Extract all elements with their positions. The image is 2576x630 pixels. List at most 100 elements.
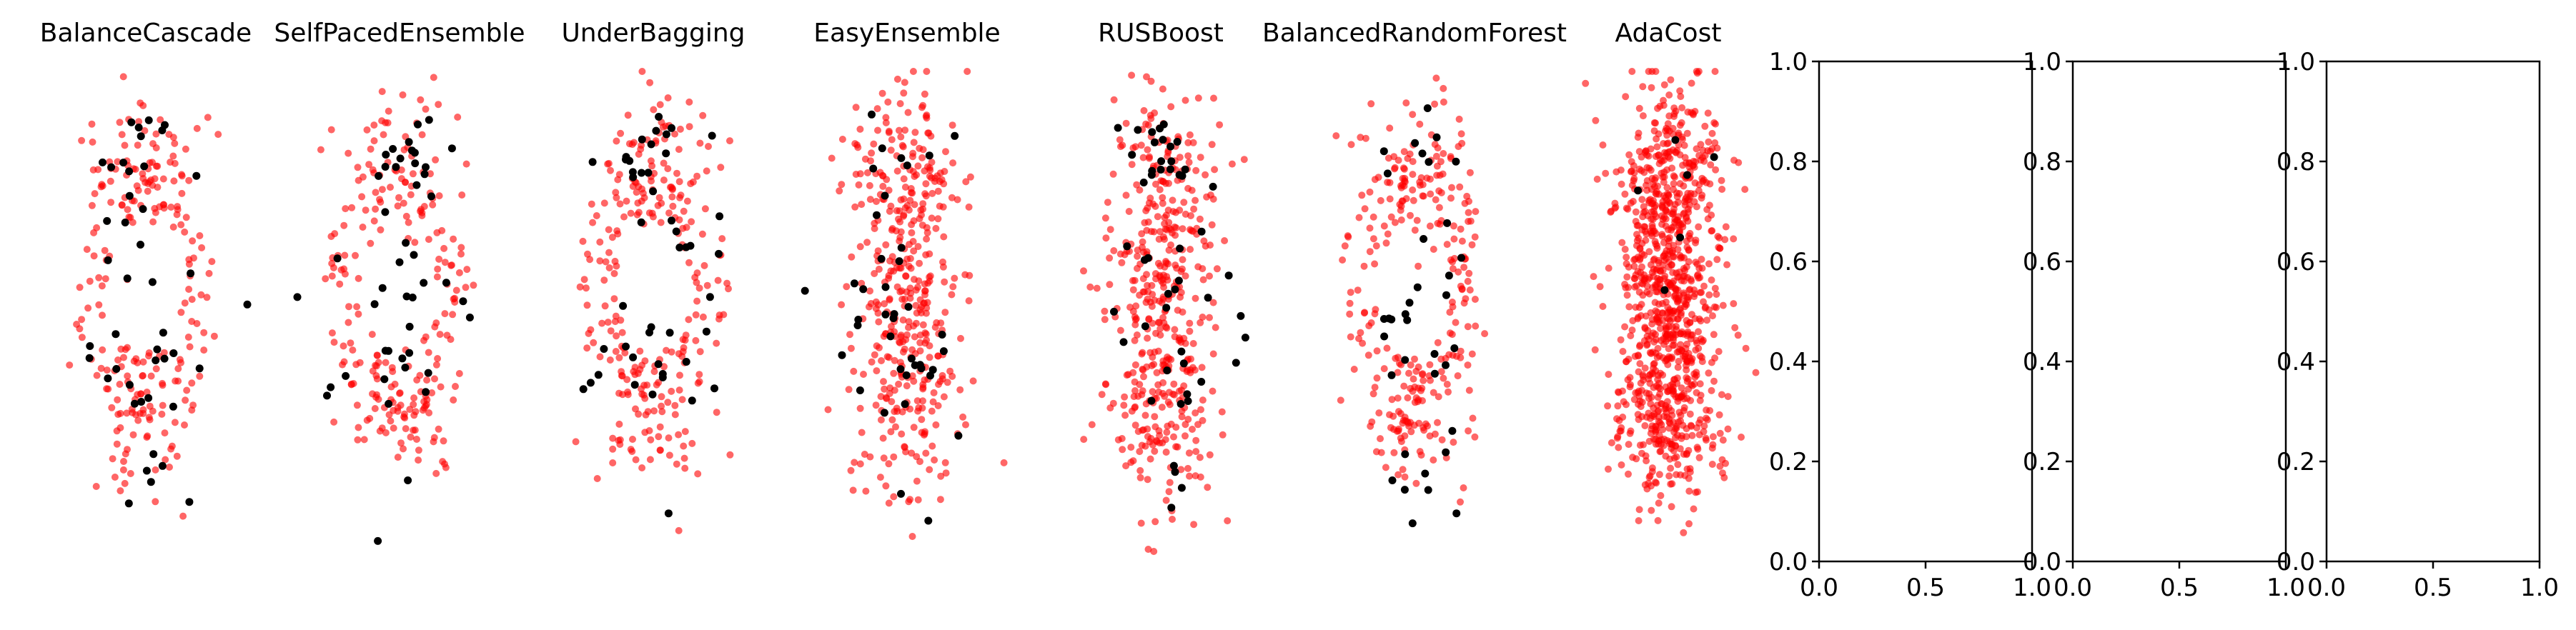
scatter-point xyxy=(1693,371,1700,379)
scatter-point xyxy=(1409,111,1417,119)
panel-3: UnderBagging xyxy=(561,19,745,534)
scatter-point xyxy=(1667,464,1675,472)
scatter-point xyxy=(627,209,635,217)
scatter-point xyxy=(1457,254,1465,262)
scatter-point xyxy=(887,267,895,275)
scatter-point xyxy=(1652,288,1660,296)
scatter-point xyxy=(1698,289,1705,296)
scatter-point xyxy=(1602,169,1610,177)
scatter-point xyxy=(1174,306,1182,314)
scatter-point xyxy=(1176,244,1184,253)
scatter-point xyxy=(1147,396,1156,405)
scatter-point xyxy=(1339,256,1347,264)
scatter-point xyxy=(856,404,864,412)
scatter-point xyxy=(685,316,693,324)
scatter-point xyxy=(681,464,689,472)
scatter-point xyxy=(1118,435,1126,442)
scatter-point xyxy=(1465,427,1472,435)
scatter-point xyxy=(134,186,142,194)
scatter-point xyxy=(871,225,878,232)
scatter-point xyxy=(1452,319,1460,326)
scatter-point xyxy=(1182,421,1189,429)
scatter-point xyxy=(901,295,908,303)
scatter-point xyxy=(902,272,910,280)
scatter-point xyxy=(1666,455,1674,463)
scatter-point xyxy=(1449,351,1457,359)
scatter-point xyxy=(1412,394,1420,401)
scatter-point xyxy=(1668,249,1676,256)
scatter-point xyxy=(617,129,625,137)
scatter-point xyxy=(425,116,433,124)
scatter-point xyxy=(866,196,874,204)
scatter-point xyxy=(432,361,440,369)
scatter-point xyxy=(1158,404,1166,411)
scatter-point xyxy=(1650,127,1658,135)
scatter-point xyxy=(104,256,112,264)
scatter-point xyxy=(130,197,138,205)
scatter-point xyxy=(940,393,948,401)
scatter-point xyxy=(1688,431,1696,439)
scatter-point xyxy=(1162,496,1170,504)
scatter-point xyxy=(1662,127,1670,135)
scatter-point xyxy=(1634,411,1642,419)
scatter-point xyxy=(924,129,932,137)
scatter-point xyxy=(615,420,623,428)
axes-frame xyxy=(2071,60,2287,563)
scatter-point xyxy=(874,247,882,255)
scatter-point xyxy=(355,424,362,431)
scatter-point xyxy=(926,342,933,350)
scatter-point xyxy=(402,239,410,247)
scatter-point xyxy=(424,369,432,377)
scatter-point xyxy=(1341,242,1349,250)
scatter-point xyxy=(76,284,84,291)
scatter-point xyxy=(1634,389,1642,396)
scatter-point xyxy=(433,273,441,281)
scatter-point xyxy=(683,224,690,231)
scatter-point xyxy=(177,309,185,316)
scatter-point xyxy=(1411,383,1419,391)
scatter-point xyxy=(1159,85,1166,93)
scatter-point xyxy=(1148,302,1156,310)
scatter-point xyxy=(650,169,658,177)
scatter-point xyxy=(1698,256,1705,263)
scatter-point xyxy=(1638,263,1645,271)
scatter-point xyxy=(395,258,404,266)
scatter-point xyxy=(1209,350,1217,358)
scatter-point xyxy=(1182,96,1189,104)
scatter-point xyxy=(1698,358,1706,366)
scatter-point xyxy=(1639,83,1647,91)
scatter-point xyxy=(90,252,98,260)
scatter-point xyxy=(904,109,912,116)
scatter-point xyxy=(896,365,905,374)
scatter-point xyxy=(620,213,628,221)
scatter-point xyxy=(322,275,330,283)
scatter-point xyxy=(146,159,154,166)
scatter-point xyxy=(688,439,696,447)
scatter-point xyxy=(378,88,386,96)
scatter-point xyxy=(1171,326,1179,334)
scatter-point xyxy=(1642,236,1650,244)
scatter-point xyxy=(650,368,658,376)
scatter-point xyxy=(412,408,420,416)
scatter-point xyxy=(1628,326,1636,334)
scatter-point xyxy=(936,178,943,186)
scatter-point xyxy=(870,140,878,148)
scatter-point xyxy=(430,438,437,446)
scatter-point xyxy=(394,454,402,461)
scatter-point xyxy=(1700,176,1708,184)
scatter-point xyxy=(665,451,673,459)
scatter-point xyxy=(672,227,680,236)
scatter-point xyxy=(203,294,211,301)
scatter-point xyxy=(1635,104,1643,112)
scatter-point xyxy=(387,417,395,425)
scatter-point xyxy=(173,452,181,460)
scatter-point xyxy=(373,351,381,359)
scatter-point xyxy=(1129,308,1137,315)
scatter-point xyxy=(919,146,927,154)
scatter-point xyxy=(1705,369,1713,377)
scatter-point xyxy=(1197,154,1204,161)
scatter-point xyxy=(1700,282,1708,290)
scatter-point xyxy=(918,309,925,317)
scatter-point xyxy=(1136,466,1144,474)
scatter-point xyxy=(1212,324,1219,331)
